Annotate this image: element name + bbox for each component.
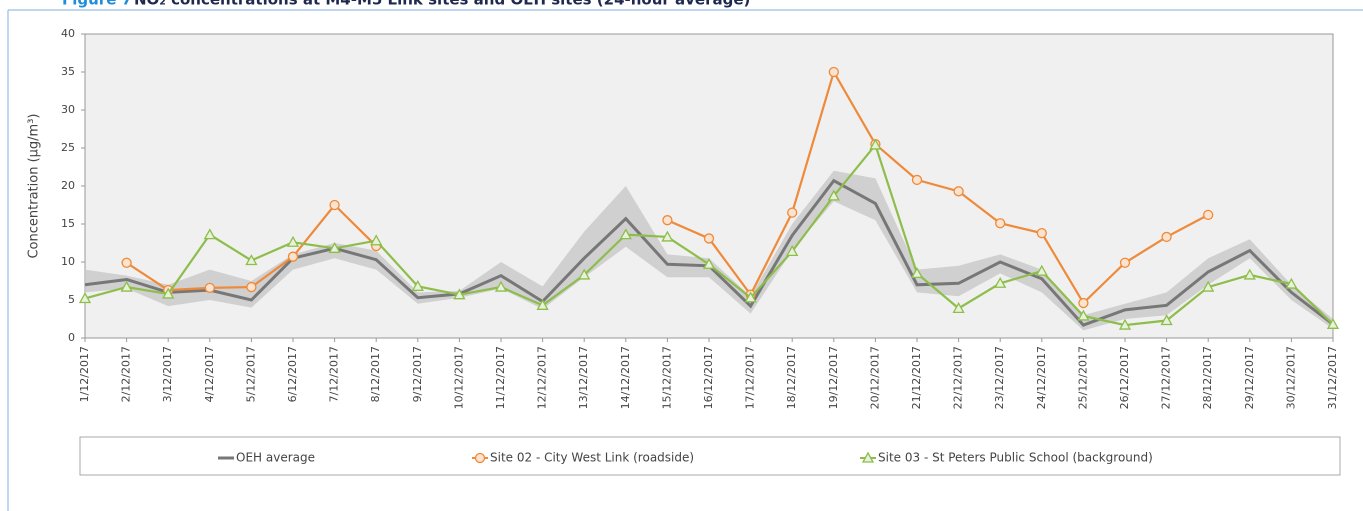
x-tick-label: 17/12/2017 [744,346,757,409]
data-point [453,288,466,300]
data-point [78,292,92,304]
data-point [702,257,716,269]
x-tick-label: 8/12/2017 [369,346,382,402]
data-point [827,189,840,201]
y-tick-label: 20 [61,179,75,192]
data-point [703,233,715,244]
data-point [1161,231,1172,243]
data-point [910,267,924,279]
legend-label: OEH average [236,451,315,465]
x-tick-label: 13/12/2017 [577,346,590,409]
x-tick-label: 18/12/2017 [785,346,798,409]
legend-label: Site 02 - City West Link (roadside) [490,451,694,465]
x-tick-label: 1/12/2017 [78,346,91,402]
x-tick-label: 24/12/2017 [1035,346,1048,409]
data-point [1035,264,1048,276]
y-tick-label: 35 [61,65,75,78]
data-point [869,138,882,150]
x-tick-label: 22/12/2017 [952,346,965,409]
x-tick-label: 4/12/2017 [203,346,216,402]
y-tick-label: 30 [61,103,75,116]
x-tick-label: 5/12/2017 [244,346,257,402]
x-tick-label: 9/12/2017 [411,346,424,402]
data-point [952,302,965,314]
x-tick-label: 15/12/2017 [660,346,673,409]
data-point [994,276,1007,288]
data-point [787,207,798,218]
data-point [494,280,508,292]
data-point [1118,318,1132,330]
data-point [1285,277,1298,289]
figure-label: Figure 7 [62,0,132,9]
x-tick-label: 21/12/2017 [910,346,923,409]
x-tick-label: 20/12/2017 [868,346,881,409]
y-tick-label: 0 [68,331,75,344]
data-point [120,280,133,292]
data-point [744,291,757,303]
chart-title: NO₂ concentrations at M4-M5 Link sites a… [134,0,750,9]
data-point [995,218,1006,229]
x-tick-label: 26/12/2017 [1118,346,1131,409]
x-tick-label: 29/12/2017 [1243,346,1256,409]
data-point [536,298,549,310]
data-point [287,251,299,262]
y-tick-label: 15 [61,217,75,230]
data-point [911,174,923,186]
x-tick-label: 19/12/2017 [827,346,840,409]
data-point [661,230,674,242]
data-point [1243,268,1256,280]
x-tick-label: 31/12/2017 [1326,346,1339,409]
x-tick-label: 7/12/2017 [328,346,341,402]
data-point [245,254,258,266]
legend [79,436,1341,476]
plot-area [84,33,1334,339]
x-tick-label: 30/12/2017 [1284,346,1297,409]
data-point [203,228,216,240]
data-point [662,215,673,226]
y-tick-label: 10 [61,255,75,268]
y-tick-label: 5 [68,293,75,306]
data-point [953,186,964,197]
x-tick-label: 28/12/2017 [1201,346,1214,409]
legend-marker [474,452,486,464]
data-point [1202,280,1215,292]
x-tick-label: 2/12/2017 [120,346,133,402]
data-point [1326,317,1340,329]
data-point [370,234,383,246]
y-axis-label: Concentration (µg/m³) [27,113,42,258]
data-point [121,257,132,268]
y-tick-label: 40 [61,27,75,40]
x-tick-label: 14/12/2017 [619,346,632,409]
data-point [1036,227,1047,239]
data-point [286,235,300,247]
data-point [786,245,799,257]
x-tick-label: 11/12/2017 [494,346,507,409]
data-point [1203,209,1214,221]
y-tick-label: 25 [61,141,75,154]
data-point [1119,257,1131,268]
x-tick-label: 12/12/2017 [536,346,549,409]
x-tick-label: 16/12/2017 [702,346,715,409]
data-point [828,66,839,78]
data-point [329,199,340,211]
data-point [162,287,175,299]
x-tick-label: 10/12/2017 [452,346,465,409]
data-point [1160,314,1173,326]
legend-marker [861,451,875,463]
data-point [246,281,257,293]
x-tick-label: 25/12/2017 [1076,346,1089,409]
data-point [619,228,632,240]
data-point [1078,297,1089,309]
data-point [411,279,424,291]
x-tick-label: 6/12/2017 [286,346,299,402]
data-point [328,241,341,253]
data-point [578,268,591,280]
x-tick-label: 3/12/2017 [161,346,174,402]
x-tick-label: 23/12/2017 [993,346,1006,409]
data-point [1077,309,1090,321]
data-point [204,282,215,293]
legend-label: Site 03 - St Peters Public School (backg… [878,451,1153,465]
x-tick-label: 27/12/2017 [1160,346,1173,409]
